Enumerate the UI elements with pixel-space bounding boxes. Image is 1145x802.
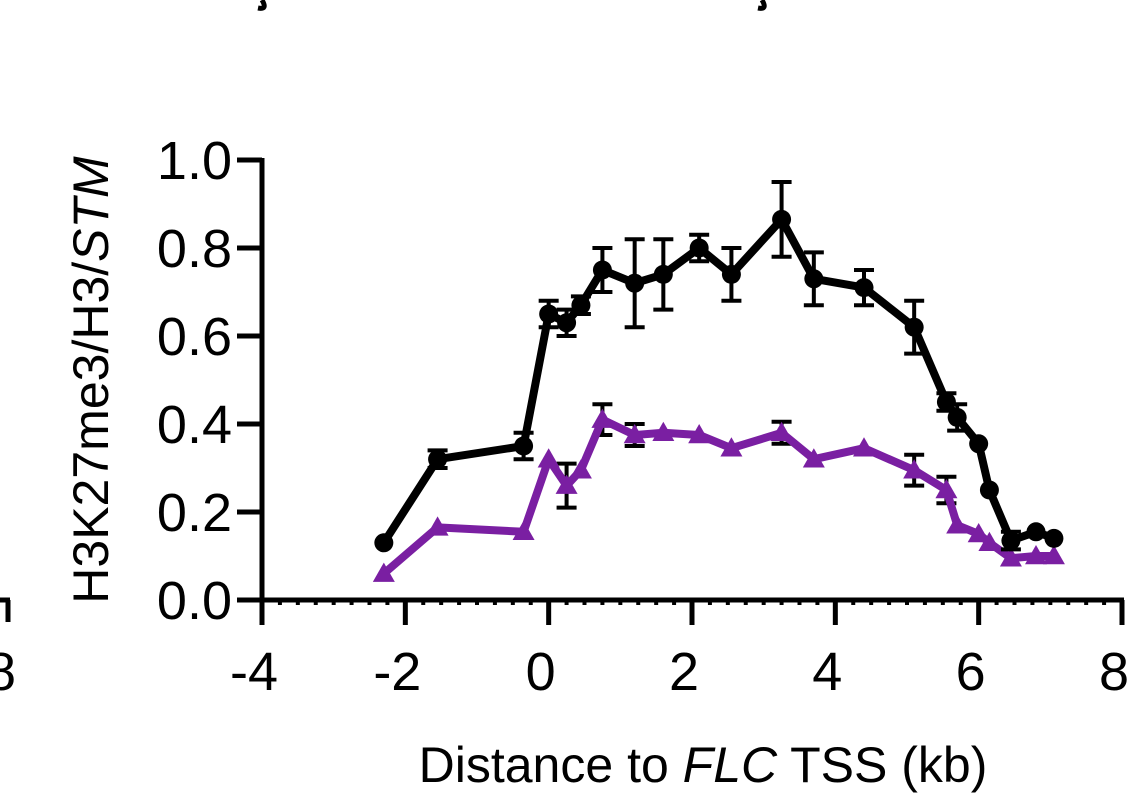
- data-point: [625, 273, 645, 293]
- data-point: [426, 516, 449, 536]
- y-tick-label: 0.4: [157, 395, 232, 455]
- data-point: [1026, 522, 1046, 542]
- data-point: [514, 436, 534, 456]
- data-point: [512, 520, 535, 541]
- x-axis: -4 -2 0 2 4 6 8: [230, 597, 1129, 702]
- data-point: [967, 523, 990, 543]
- x-tick-label: 4: [812, 642, 842, 702]
- data-point: [569, 459, 592, 479]
- data-point: [936, 392, 956, 412]
- x-tick-label: 0: [526, 642, 556, 702]
- data-point: [935, 479, 958, 499]
- data-point: [804, 269, 824, 289]
- axis-label-part: H3K27me3/H3/: [63, 262, 119, 604]
- series-line: [380, 215, 1056, 545]
- y-axis: 0.0 0.2 0.4 0.6 0.8 1.0: [157, 131, 265, 631]
- data-point: [652, 421, 675, 442]
- cropped-tick-label: 8: [0, 642, 16, 702]
- data-point: [1001, 531, 1021, 551]
- x-tick-label: 2: [669, 642, 699, 702]
- x-axis-label: Distance to FLC TSS (kb): [419, 737, 988, 793]
- y-axis-label: H3K27me3/H3/STM: [63, 156, 119, 604]
- data-point: [978, 531, 1001, 552]
- data-point: [969, 434, 989, 454]
- axis-label-part: TSS (kb): [777, 737, 987, 793]
- series-circle: [374, 180, 1064, 553]
- data-point: [557, 313, 577, 333]
- y-tick-label: 1.0: [157, 131, 232, 191]
- data-point: [772, 209, 792, 229]
- data-point: [946, 514, 969, 534]
- data-point: [428, 449, 448, 469]
- data-point: [802, 448, 825, 468]
- data-point: [688, 424, 711, 444]
- data-point: [854, 278, 874, 298]
- data-point: [537, 448, 560, 468]
- data-point: [592, 260, 612, 280]
- x-tick-label: -4: [230, 642, 278, 702]
- data-point: [947, 407, 967, 427]
- data-point: [571, 295, 591, 315]
- data-point: [1042, 545, 1065, 565]
- x-tick-label: -2: [373, 642, 421, 702]
- axis-label-part: STM: [63, 156, 119, 262]
- data-point: [1025, 545, 1047, 565]
- data-point: [721, 264, 741, 284]
- y-tick-label: 0.6: [157, 307, 232, 367]
- data-point: [999, 547, 1022, 567]
- x-tick-label: 8: [1099, 642, 1129, 702]
- data-point: [903, 459, 926, 479]
- data-point: [853, 437, 875, 457]
- y-tick-label: 0.2: [157, 483, 232, 543]
- data-point: [770, 421, 793, 442]
- cropped-title-fragment-left: [257, 0, 267, 11]
- data-point: [374, 533, 394, 553]
- data-point: [623, 424, 646, 444]
- axis-label-part: FLC: [683, 737, 778, 793]
- plot-area: [372, 180, 1065, 582]
- cropped-title-fragment-right: [757, 0, 767, 11]
- data-point: [720, 437, 743, 457]
- series-triangle: [372, 402, 1065, 582]
- data-point: [689, 238, 709, 258]
- x-tick-label: 6: [956, 642, 986, 702]
- data-point: [904, 317, 924, 337]
- data-point: [555, 474, 578, 494]
- data-point: [591, 408, 614, 428]
- axis-label-part: Distance to: [419, 737, 683, 793]
- data-point: [1044, 528, 1064, 548]
- y-tick-label: 0.0: [157, 571, 232, 631]
- y-tick-label: 0.8: [157, 219, 232, 279]
- data-point: [372, 562, 395, 582]
- data-point: [979, 480, 999, 500]
- data-point: [539, 304, 559, 324]
- data-point: [653, 264, 673, 284]
